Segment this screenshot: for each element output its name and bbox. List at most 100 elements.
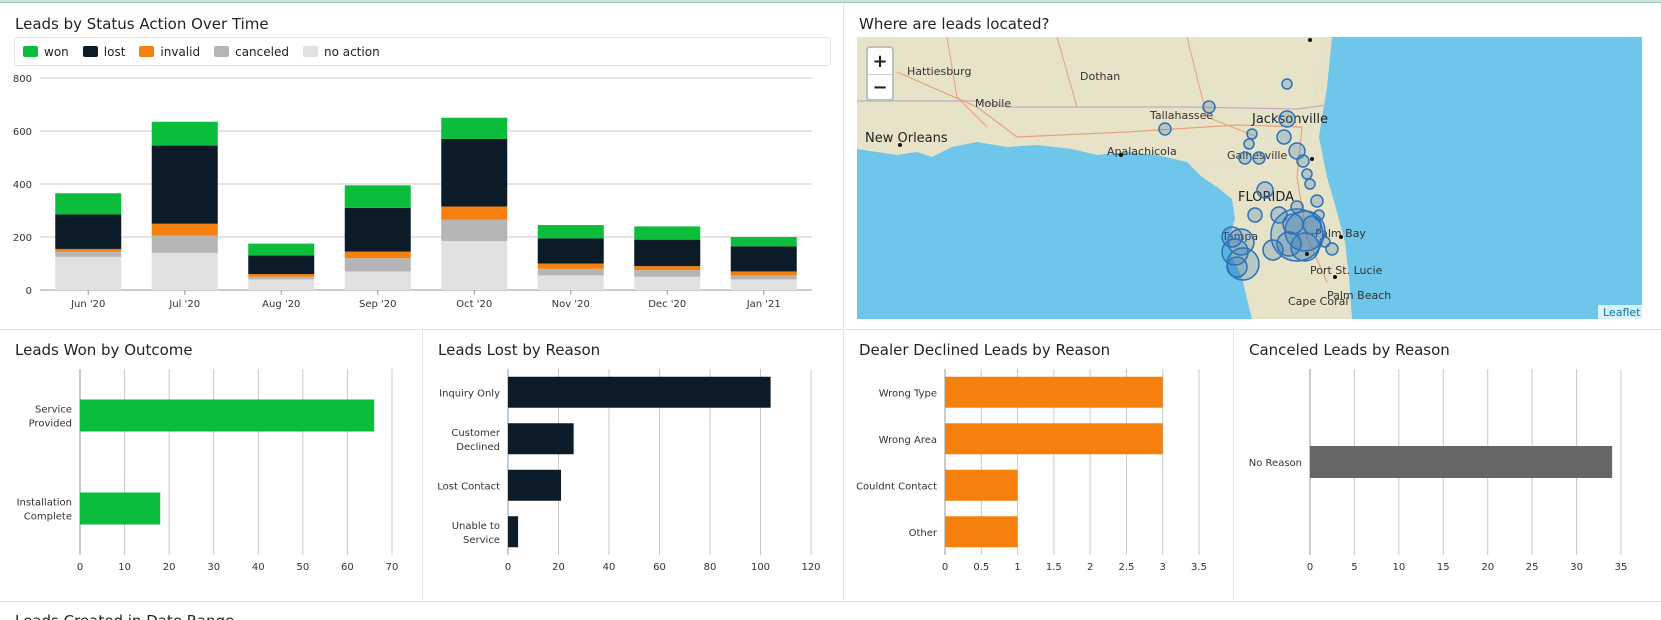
city-dot xyxy=(1339,235,1343,239)
bar-segment-won[interactable] xyxy=(344,185,411,208)
bar-segment-won[interactable] xyxy=(248,243,315,256)
florida-peninsula xyxy=(1187,37,1352,319)
bar-segment-won[interactable] xyxy=(634,226,701,240)
lead-marker[interactable] xyxy=(1276,129,1292,145)
x-tick-label: 5 xyxy=(1351,562,1357,573)
bar-segment-no-action[interactable] xyxy=(151,252,218,290)
legend-item[interactable]: no action xyxy=(302,45,380,59)
bar[interactable] xyxy=(945,469,1018,501)
legend-label: won xyxy=(44,44,69,59)
lead-marker[interactable] xyxy=(1270,206,1288,224)
y-tick-label: 600 xyxy=(13,127,32,138)
bar-segment-invalid[interactable] xyxy=(634,266,701,271)
map-attribution-link[interactable]: Leaflet xyxy=(1598,305,1646,320)
bar-segment-lost[interactable] xyxy=(634,239,701,267)
lead-marker[interactable] xyxy=(1281,78,1293,90)
bar[interactable] xyxy=(945,376,1163,408)
x-tick-label: 30 xyxy=(1570,562,1583,573)
bar-segment-no-action[interactable] xyxy=(248,279,315,290)
legend-item[interactable]: canceled xyxy=(214,45,289,59)
bar[interactable] xyxy=(508,516,519,548)
lead-marker[interactable] xyxy=(1246,128,1258,140)
city-dot xyxy=(1333,275,1337,279)
bar-segment-canceled[interactable] xyxy=(344,258,411,272)
bar-segment-lost[interactable] xyxy=(537,238,604,264)
bar-segment-canceled[interactable] xyxy=(248,276,315,280)
lead-marker[interactable] xyxy=(1304,178,1316,190)
lead-marker[interactable] xyxy=(1276,231,1302,257)
lead-marker[interactable] xyxy=(1296,154,1310,168)
bar-segment-canceled[interactable] xyxy=(730,275,797,280)
divider xyxy=(422,330,423,600)
bar[interactable] xyxy=(508,376,771,408)
lead-markers[interactable] xyxy=(857,37,1642,319)
bar-segment-lost[interactable] xyxy=(151,145,218,224)
x-tick-label: 100 xyxy=(751,562,770,573)
bar-segment-no-action[interactable] xyxy=(441,240,508,290)
bar-segment-won[interactable] xyxy=(151,121,218,146)
lead-marker[interactable] xyxy=(1202,100,1216,114)
lead-marker[interactable] xyxy=(1243,138,1255,150)
lead-marker[interactable] xyxy=(1301,168,1313,180)
city-dot xyxy=(1119,153,1123,157)
bar[interactable] xyxy=(80,399,375,432)
bar-segment-won[interactable] xyxy=(730,237,797,247)
bar-segment-lost[interactable] xyxy=(730,246,797,272)
bar-segment-invalid[interactable] xyxy=(441,206,508,220)
bar-segment-no-action[interactable] xyxy=(634,276,701,290)
lead-marker[interactable] xyxy=(1226,247,1260,281)
x-tick-label: 35 xyxy=(1615,562,1628,573)
bar[interactable] xyxy=(945,516,1018,548)
lead-marker[interactable] xyxy=(1325,242,1339,256)
bar-segment-invalid[interactable] xyxy=(248,274,315,277)
legend-item[interactable]: lost xyxy=(82,45,125,59)
bar-segment-no-action[interactable] xyxy=(537,275,604,290)
bar-segment-invalid[interactable] xyxy=(344,251,411,259)
lead-marker[interactable] xyxy=(1262,239,1284,261)
bar-segment-canceled[interactable] xyxy=(441,219,508,241)
divider xyxy=(0,601,1661,602)
bar-segment-invalid[interactable] xyxy=(151,223,218,236)
lead-marker[interactable] xyxy=(1290,232,1320,262)
bar-segment-invalid[interactable] xyxy=(537,263,604,269)
bar[interactable] xyxy=(945,423,1163,455)
bar-segment-invalid[interactable] xyxy=(55,248,122,252)
lead-marker[interactable] xyxy=(1310,194,1324,208)
legend-item[interactable]: invalid xyxy=(139,45,200,59)
x-tick-label: 80 xyxy=(704,562,717,573)
bar[interactable] xyxy=(80,492,161,525)
bar[interactable] xyxy=(508,423,574,455)
bar-segment-lost[interactable] xyxy=(441,138,508,207)
lead-marker[interactable] xyxy=(1252,151,1266,165)
map-basemap xyxy=(857,37,1642,319)
lead-marker[interactable] xyxy=(1278,110,1296,128)
panel-title: Leads by Status Action Over Time xyxy=(15,15,269,33)
bar-segment-won[interactable] xyxy=(537,225,604,239)
bar-segment-canceled[interactable] xyxy=(634,270,701,277)
bar-segment-canceled[interactable] xyxy=(537,268,604,276)
zoom-out-button[interactable]: − xyxy=(868,74,892,99)
bar[interactable] xyxy=(508,469,562,501)
lead-location-map[interactable]: Hattiesburg Dothan Mobile Tallahassee Jackso… xyxy=(857,37,1642,319)
lead-marker[interactable] xyxy=(1256,181,1274,199)
bar-segment-no-action[interactable] xyxy=(344,271,411,290)
bar-segment-no-action[interactable] xyxy=(55,256,122,290)
bar-segment-canceled[interactable] xyxy=(151,235,218,253)
zoom-in-button[interactable]: + xyxy=(872,50,888,72)
bar-segment-won[interactable] xyxy=(441,117,508,139)
bar-segment-no-action[interactable] xyxy=(730,279,797,290)
bar-segment-invalid[interactable] xyxy=(730,271,797,276)
bar-segment-won[interactable] xyxy=(55,193,122,215)
bar-segment-lost[interactable] xyxy=(55,214,122,249)
x-tick-label: Jul '20 xyxy=(168,299,200,310)
lead-marker[interactable] xyxy=(1290,200,1304,214)
bar-segment-lost[interactable] xyxy=(344,207,411,252)
lead-marker[interactable] xyxy=(1158,122,1172,136)
bar-segment-lost[interactable] xyxy=(248,255,315,275)
lead-marker[interactable] xyxy=(1238,151,1252,165)
bar[interactable] xyxy=(1310,446,1613,478)
legend-item[interactable]: won xyxy=(23,45,69,59)
bar-segment-canceled[interactable] xyxy=(55,251,122,257)
lead-marker[interactable] xyxy=(1247,207,1263,223)
lead-marker[interactable] xyxy=(1302,215,1322,235)
